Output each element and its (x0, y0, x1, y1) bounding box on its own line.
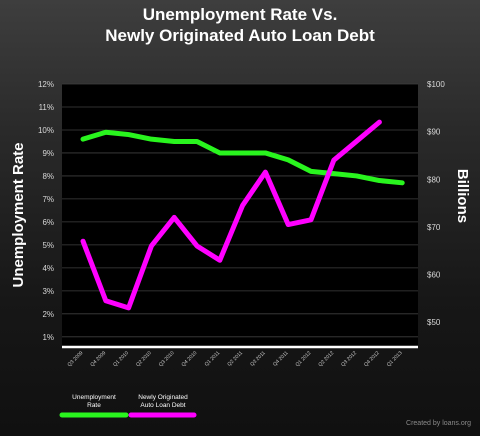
right-tick-label: $100 (427, 80, 445, 89)
left-tick-label: 6% (42, 218, 54, 227)
x-tick-label: Q2 2010 (135, 350, 153, 368)
x-tick-label: Q4 2010 (181, 350, 199, 368)
left-tick-label: 2% (42, 310, 54, 319)
right-tick-label: $80 (427, 175, 441, 184)
x-tick-label: Q4 2012 (363, 350, 381, 368)
right-tick-label: $60 (427, 271, 441, 280)
x-tick-label: Q3 2012 (340, 350, 358, 368)
x-tick-label: Q1 2010 (112, 350, 130, 368)
left-tick-label: 3% (42, 287, 54, 296)
left-tick-label: 7% (42, 195, 54, 204)
x-tick-label: Q4 2011 (272, 350, 290, 368)
left-tick-label: 12% (38, 80, 54, 89)
x-tick-label: Q3 2009 (67, 350, 85, 368)
x-tick-label: Q1 2011 (204, 350, 222, 368)
x-tick-label: Q3 2011 (249, 350, 267, 368)
x-tick-label: Q1 2013 (386, 350, 404, 368)
left-axis-title: Unemployment Rate (10, 142, 27, 287)
left-tick-label: 10% (38, 126, 54, 135)
legend-label-line2: Auto Loan Debt (140, 402, 185, 409)
legend-label-line2: Rate (87, 402, 101, 409)
chart-title-line2: Newly Originated Auto Loan Debt (105, 26, 375, 45)
right-tick-label: $50 (427, 318, 441, 327)
unemployment-rate-line (80, 129, 405, 186)
legend-label-line1: Unemployment (72, 394, 116, 401)
left-tick-label: 9% (42, 149, 54, 158)
left-tick-label: 1% (42, 333, 54, 342)
auto-loan-debt-line (80, 119, 382, 311)
x-tick-label: Q2 2011 (226, 350, 244, 368)
x-tick-label: Q1 2012 (295, 350, 313, 368)
left-tick-label: 4% (42, 264, 54, 273)
right-tick-label: $90 (427, 128, 441, 137)
right-tick-label: $70 (427, 223, 441, 232)
left-tick-label: 5% (42, 241, 54, 250)
chart-title-line1: Unemployment Rate Vs. (142, 5, 338, 24)
left-tick-label: 8% (42, 172, 54, 181)
credit-text: Created by loans.org (406, 420, 471, 427)
x-tick-label: Q3 2010 (158, 350, 176, 368)
x-tick-label: Q4 2009 (89, 350, 107, 368)
right-axis-title: Billions (454, 169, 471, 223)
x-tick-label: Q2 2012 (317, 350, 335, 368)
left-tick-label: 11% (39, 103, 54, 112)
legend-label-line1: Newly Originated (138, 394, 188, 401)
